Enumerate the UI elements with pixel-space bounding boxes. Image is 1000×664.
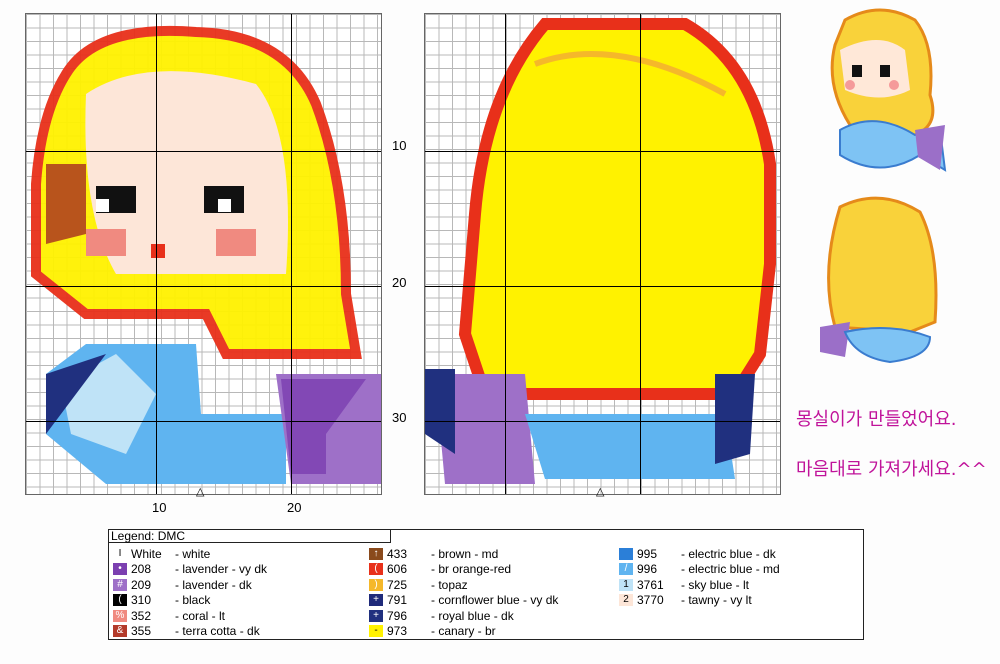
legend-column-1: I White - white • 208 - lavender - vy dk #209 -… <box>113 546 267 639</box>
legend-row: +791 - cornflower blue - vy dk <box>369 593 558 609</box>
legend-row: #209 - lavender - dk <box>113 577 267 593</box>
legend-swatch: I <box>113 547 127 560</box>
legend-row: 1 3761 - sky blue - lt <box>619 577 780 593</box>
legend-code: 796 <box>387 608 408 623</box>
legend-row: & 355 - terra cotta - dk <box>113 624 267 640</box>
legend-color-name: - electric blue - dk <box>681 546 776 561</box>
legend-code: 3770 <box>637 593 664 608</box>
legend-color-name: - terra cotta - dk <box>175 624 260 639</box>
legend-swatch: ( <box>113 594 127 607</box>
legend-color-name: - white <box>175 546 211 561</box>
back-col-line-2 <box>640 14 641 494</box>
legend-table: I White - white • 208 - lavender - vy dk #209 -… <box>108 529 864 640</box>
mermaid-back-preview <box>820 196 938 364</box>
legend-code: 209 <box>131 577 152 592</box>
row-label-20: 20 <box>392 275 407 290</box>
back-pattern-drawing <box>425 18 776 484</box>
legend-swatch: ) <box>369 578 383 591</box>
legend-swatch: ↑ <box>369 547 383 560</box>
legend-color-name: - cornflower blue - vy dk <box>431 593 559 608</box>
center-marker-back: △ <box>596 486 605 498</box>
back-row-30-line <box>425 421 780 422</box>
legend-row: 995 - electric blue - dk <box>619 546 780 562</box>
legend-color-name: - lavender - dk <box>175 577 252 592</box>
legend-color-name: - royal blue - dk <box>431 608 514 623</box>
legend-row: (310 - black <box>113 593 267 609</box>
legend-row: -973 - canary - br <box>369 624 558 640</box>
legend-color-name: - canary - br <box>431 624 496 639</box>
legend-row: • 208 - lavender - vy dk <box>113 562 267 578</box>
front-pattern-drawing <box>31 25 381 484</box>
caption-line-1: 몽실이가 만들었어요. <box>796 409 957 430</box>
legend-color-name: - tawny - vy lt <box>681 593 752 608</box>
legend-row: / 996 - electric blue - md <box>619 562 780 578</box>
legend-color-name: - electric blue - md <box>681 562 780 577</box>
legend-color-name: - lavender - vy dk <box>175 562 268 577</box>
legend-column-2: ↑ 433 - brown - md (606 - br orange-red) 725 -… <box>369 546 558 639</box>
legend-code: 433 <box>387 546 408 561</box>
legend-code: 606 <box>387 562 408 577</box>
legend-color-name: - coral - lt <box>175 608 226 623</box>
legend-swatch: • <box>113 563 127 576</box>
legend-color-name: - br orange-red <box>431 562 512 577</box>
legend-code: 310 <box>131 593 152 608</box>
mermaid-front-preview <box>830 8 947 172</box>
legend-code: White <box>131 546 162 561</box>
legend-swatch: 1 <box>619 578 633 591</box>
row-20-line <box>26 286 381 287</box>
legend-swatch: ( <box>369 563 383 576</box>
legend-code: 352 <box>131 608 152 623</box>
legend-row: I White - white <box>113 546 267 562</box>
legend-swatch: / <box>619 563 633 576</box>
row-30-line <box>26 421 381 422</box>
caption-line-2: 마음대로 가져가세요.^^ <box>796 459 987 480</box>
col-label-10: 10 <box>152 500 167 515</box>
legend-code: 355 <box>131 624 152 639</box>
row-10-line <box>26 151 381 152</box>
row-label-30: 30 <box>392 410 407 425</box>
legend-row: % 352 - coral - lt <box>113 608 267 624</box>
legend-color-name: - brown - md <box>431 546 499 561</box>
center-marker-front: △ <box>196 486 205 498</box>
legend-code: 996 <box>637 562 658 577</box>
legend-row: 2 3770 - tawny - vy lt <box>619 593 780 609</box>
legend-swatch: + <box>369 594 383 607</box>
legend-code: 208 <box>131 562 152 577</box>
legend-swatch: + <box>369 609 383 622</box>
legend-code: 725 <box>387 577 408 592</box>
legend-swatch: & <box>113 625 127 638</box>
legend-title: Legend: DMC <box>108 529 391 543</box>
col-label-20: 20 <box>287 500 302 515</box>
front-pattern-chart <box>25 13 382 495</box>
legend-color-name: - sky blue - lt <box>681 577 750 592</box>
row-label-10: 10 <box>392 138 407 153</box>
legend-swatch: 2 <box>619 594 633 607</box>
legend-code: 791 <box>387 593 408 608</box>
back-pattern-chart <box>424 13 781 495</box>
col-20-line <box>291 14 292 494</box>
legend-swatch: - <box>369 625 383 638</box>
legend-column-3: 995 - electric blue - dk / 996 - electric bl… <box>619 546 780 608</box>
back-col-line-1 <box>505 14 506 494</box>
legend-row: +796 - royal blue - dk <box>369 608 558 624</box>
back-row-10-line <box>425 151 780 152</box>
legend-code: 973 <box>387 624 408 639</box>
legend-code: 3761 <box>637 577 664 592</box>
legend-swatch <box>619 547 633 560</box>
legend-row: ) 725 - topaz <box>369 577 558 593</box>
legend-swatch: % <box>113 609 127 622</box>
legend-color-name: - topaz <box>431 577 468 592</box>
legend-code: 995 <box>637 546 658 561</box>
back-row-20-line <box>425 286 780 287</box>
legend-color-name: - black <box>175 593 211 608</box>
legend-row: ↑ 433 - brown - md <box>369 546 558 562</box>
legend-row: (606 - br orange-red <box>369 562 558 578</box>
legend-swatch: # <box>113 578 127 591</box>
col-10-line <box>156 14 157 494</box>
